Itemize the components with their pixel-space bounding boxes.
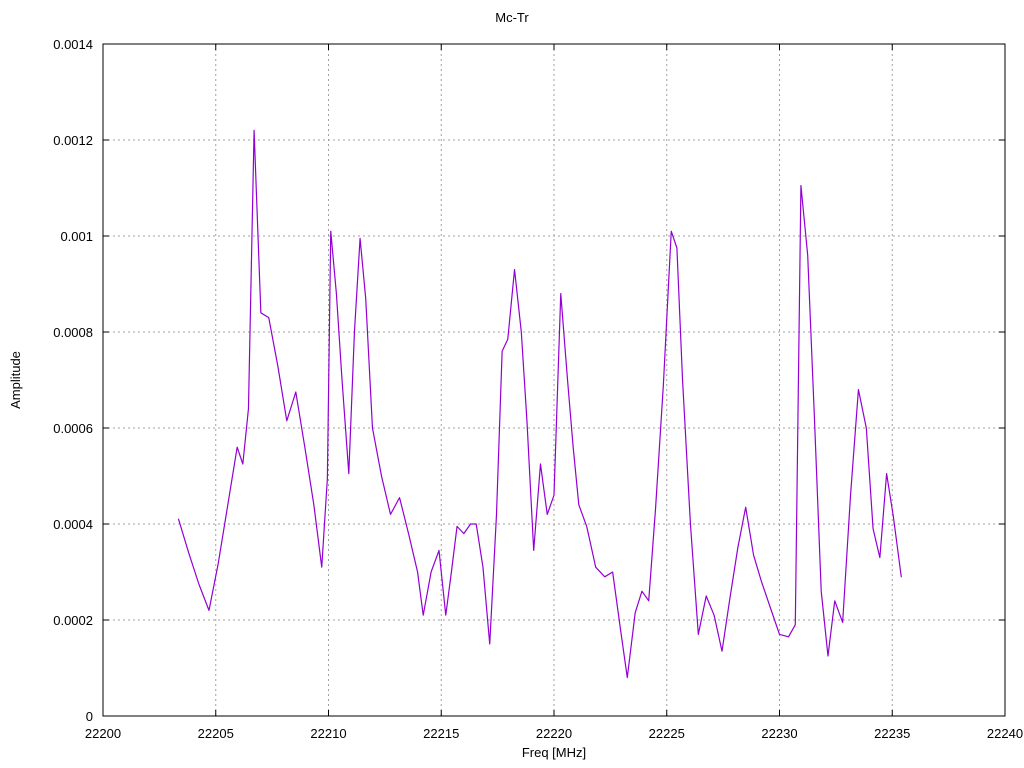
x-tick-labels: 22200 22205 22210 22215 22220 22225 22230 22235… xyxy=(85,726,1023,741)
grid-lines xyxy=(103,44,1005,716)
y-tick-label: 0.0004 xyxy=(53,517,93,532)
x-tick-label: 22215 xyxy=(423,726,459,741)
x-tick-label: 22205 xyxy=(198,726,234,741)
y-tick-label: 0.001 xyxy=(60,229,93,244)
data-series xyxy=(177,129,902,679)
y-tick-label: 0.0006 xyxy=(53,421,93,436)
y-tick-label: 0 xyxy=(86,709,93,724)
x-tick-label: 22210 xyxy=(310,726,346,741)
axis-ticks xyxy=(103,43,1005,717)
x-tick-label: 22225 xyxy=(649,726,685,741)
x-tick-label: 22220 xyxy=(536,726,572,741)
x-tick-label: 22240 xyxy=(987,726,1023,741)
y-axis-label: Amplitude xyxy=(8,351,23,409)
x-tick-label: 22230 xyxy=(761,726,797,741)
x-axis-label: Freq [MHz] xyxy=(522,745,586,760)
series-line xyxy=(177,129,902,679)
chart-title: Mc-Tr xyxy=(495,10,529,25)
y-tick-label: 0.0012 xyxy=(53,133,93,148)
x-tick-label: 22200 xyxy=(85,726,121,741)
y-tick-label: 0.0014 xyxy=(53,37,93,52)
y-tick-labels: 0 0.0002 0.0004 0.0006 0.0008 0.001 0.0012 0.00… xyxy=(53,37,93,724)
x-tick-label: 22235 xyxy=(874,726,910,741)
y-tick-label: 0.0002 xyxy=(53,613,93,628)
y-tick-label: 0.0008 xyxy=(53,325,93,340)
